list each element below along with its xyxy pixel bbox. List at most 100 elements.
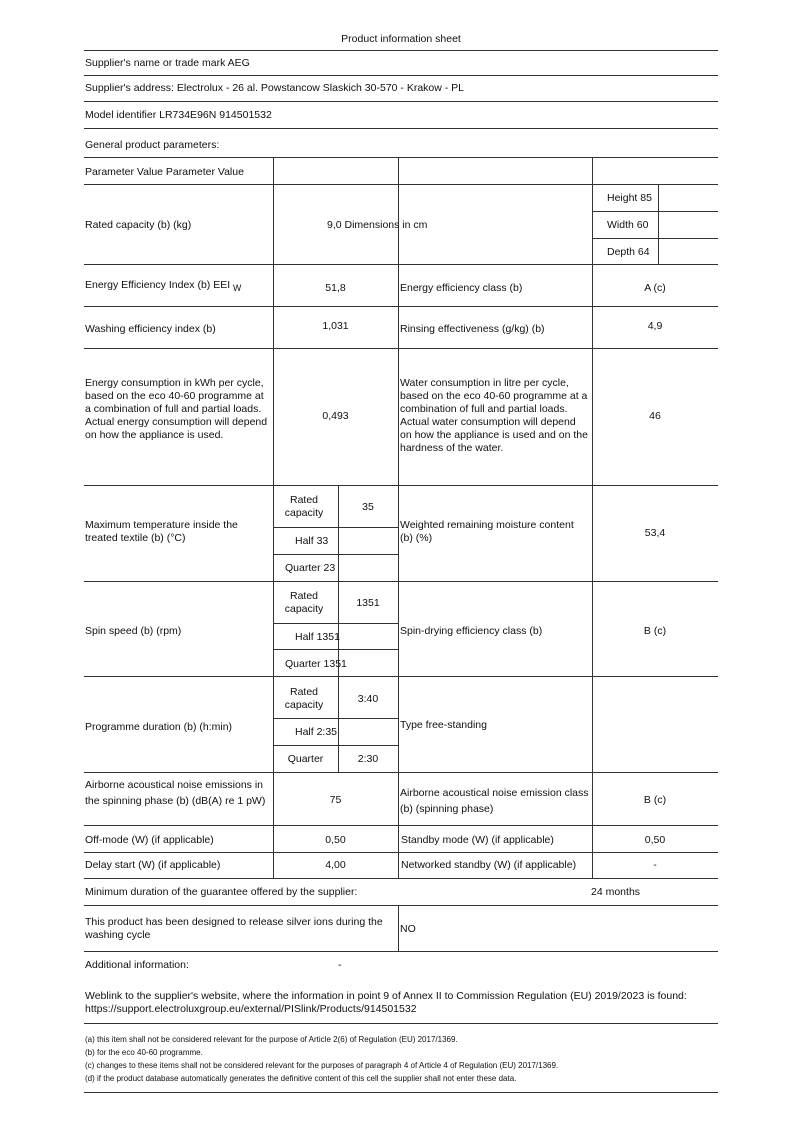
guarantee-label: Minimum duration of the guarantee offere… — [85, 886, 358, 898]
divider — [273, 718, 398, 719]
divider — [84, 581, 718, 582]
additional-info-label: Additional information: — [85, 959, 189, 971]
divider — [84, 676, 718, 677]
spin-quarter: Quarter 1351 — [285, 658, 347, 670]
duration-label: Programme duration (b) (h:min) — [85, 721, 233, 733]
noise-value: 75 — [329, 794, 342, 806]
networked-standby-label: Networked standby (W) (if applicable) — [401, 859, 577, 871]
supplier-address: Supplier's address: Electrolux - 26 al. … — [85, 82, 465, 94]
duration-rated-value: 3:40 — [357, 693, 379, 705]
duration-quarter-value: 2:30 — [357, 753, 379, 765]
divider — [273, 554, 398, 555]
divider — [84, 101, 718, 102]
water-consumption-label: Water consumption in litre per cycle, ba… — [400, 377, 588, 454]
divider — [84, 75, 718, 76]
divider — [273, 157, 274, 878]
divider — [84, 157, 718, 158]
divider — [84, 825, 718, 826]
divider — [84, 306, 718, 307]
supplier-name: Supplier's name or trade mark AEG — [85, 57, 250, 69]
divider — [84, 1023, 718, 1024]
washing-index-label: Washing efficiency index (b) — [85, 323, 216, 335]
temp-quarter: Quarter 23 — [285, 562, 336, 574]
divider — [273, 649, 398, 650]
divider — [84, 878, 718, 879]
max-temp-label: Maximum temperature inside the treated t… — [85, 519, 238, 544]
divider — [592, 211, 718, 212]
energy-class-label: Energy efficiency class (b) — [400, 282, 523, 294]
divider — [273, 527, 398, 528]
temp-rated-value: 35 — [362, 501, 374, 513]
divider — [84, 348, 718, 349]
divider — [398, 157, 399, 878]
moisture-label: Weighted remaining moisture content (b) … — [400, 519, 574, 544]
standby-value: 0,50 — [644, 834, 666, 846]
divider — [84, 264, 718, 265]
height-value: Height 85 — [607, 192, 652, 204]
standby-label: Standby mode (W) (if applicable) — [401, 834, 554, 846]
spin-speed-label: Spin speed (b) (rpm) — [85, 625, 182, 637]
divider — [273, 745, 398, 746]
page-title: Product information sheet — [341, 33, 461, 45]
additional-info-value: - — [338, 959, 342, 971]
silver-ions-value: NO — [400, 923, 416, 935]
footnote-a: (a) this item shall not be considered re… — [85, 1035, 458, 1044]
divider — [84, 50, 718, 51]
divider — [84, 184, 718, 185]
duration-half: Half 2:35 — [295, 726, 338, 738]
model-identifier: Model identifier LR734E96N 914501532 — [85, 109, 272, 121]
duration-rated-label: Rated capacity — [284, 686, 324, 711]
width-value: Width 60 — [607, 219, 649, 231]
water-consumption-value: 46 — [649, 410, 661, 422]
divider — [592, 238, 718, 239]
spin-rated-value: 1351 — [356, 597, 380, 609]
rinsing-value: 4,9 — [647, 320, 663, 332]
temp-rated-label: Rated capacity — [284, 494, 324, 519]
delay-start-label: Delay start (W) (if applicable) — [85, 859, 221, 871]
divider — [84, 128, 718, 129]
divider — [273, 623, 398, 624]
spin-half: Half 1351 — [295, 631, 340, 643]
silver-ions-label: This product has been designed to releas… — [85, 916, 383, 941]
divider — [592, 157, 593, 878]
footnote-b: (b) for the eco 40-60 programme. — [85, 1048, 203, 1057]
spin-class-label: Spin-drying efficiency class (b) — [400, 625, 543, 637]
divider — [658, 184, 659, 264]
rinsing-label: Rinsing effectiveness (g/kg) (b) — [400, 323, 545, 335]
delay-start-value: 4,00 — [325, 859, 346, 871]
guarantee-value: 24 months — [591, 886, 641, 898]
divider — [84, 852, 718, 853]
spin-class-value: B (c) — [643, 625, 667, 637]
divider — [398, 905, 399, 951]
footnote-c: (c) changes to these items shall not be … — [85, 1061, 559, 1070]
depth-value: Depth 64 — [607, 246, 650, 258]
rated-capacity-value: 9,0 Dimensions in cm — [327, 219, 428, 231]
divider — [84, 905, 718, 906]
footnote-d: (d) if the product database automaticall… — [85, 1074, 517, 1083]
noise-label: Airborne acoustical noise emissions in t… — [85, 779, 266, 807]
general-params-heading: General product parameters: — [85, 139, 220, 151]
energy-consumption-value: 0,493 — [322, 410, 349, 422]
rated-capacity-label: Rated capacity (b) (kg) — [85, 219, 192, 231]
energy-class-value: A (c) — [644, 282, 666, 294]
networked-standby-value: - — [653, 859, 657, 871]
type-label: Type free-standing — [400, 719, 487, 731]
divider — [338, 485, 339, 772]
divider — [84, 951, 718, 952]
weblink-text[interactable]: Weblink to the supplier's website, where… — [85, 990, 687, 1015]
washing-index-value: 1,031 — [322, 320, 349, 332]
spin-rated-label: Rated capacity — [284, 590, 324, 615]
divider — [84, 1092, 718, 1093]
noise-class-label: Airborne acoustical noise emission class… — [400, 787, 589, 815]
off-mode-label: Off-mode (W) (if applicable) — [85, 834, 214, 846]
off-mode-value: 0,50 — [325, 834, 346, 846]
eei-value: 51,8 — [325, 282, 346, 294]
divider — [84, 485, 718, 486]
duration-quarter-label: Quarter — [287, 753, 324, 765]
noise-class-value: B (c) — [643, 794, 667, 806]
temp-half: Half 33 — [295, 535, 329, 547]
moisture-value: 53,4 — [644, 527, 666, 539]
divider — [84, 772, 718, 773]
eei-label: Energy Efficiency Index (b) EEI W — [85, 279, 242, 294]
